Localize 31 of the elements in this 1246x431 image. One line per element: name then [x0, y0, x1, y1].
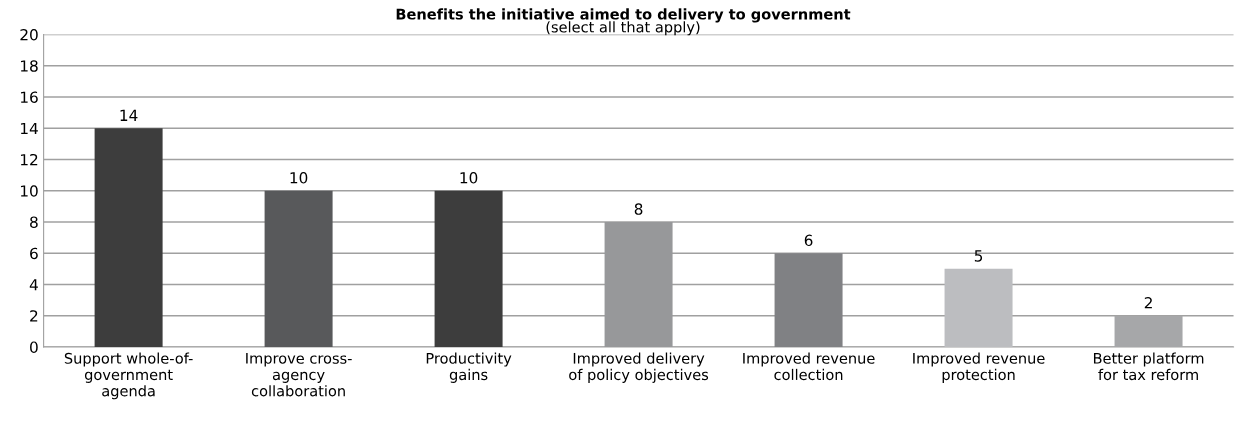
data-label: 10 [290, 172, 308, 184]
y-tick-label: 4 [29, 279, 38, 291]
x-tick-label: Improved revenue protection [913, 352, 1045, 383]
x-tick-label: Better platform for tax reform [1093, 352, 1204, 381]
bar [434, 190, 503, 347]
data-label: 2 [1144, 297, 1152, 309]
y-tick-label: 0 [30, 341, 38, 353]
bar [774, 253, 843, 347]
bar [94, 128, 163, 347]
x-tick-label: Improved revenue collection [743, 352, 875, 381]
data-label: 5 [974, 250, 983, 262]
y-tick-label: 14 [20, 122, 38, 135]
y-tick-label: 18 [20, 60, 38, 72]
x-tick-label: Productivity gains [426, 352, 512, 383]
chart-subtitle: (select all that apply) [546, 21, 700, 36]
x-tick-label: Support whole-of- government agenda [64, 352, 193, 400]
bar [944, 268, 1013, 347]
y-tick-label: 6 [30, 247, 38, 260]
data-label: 14 [120, 109, 138, 121]
x-tick-label: Improve cross- agency collaboration [246, 352, 352, 397]
y-tick-label: 20 [20, 28, 38, 41]
bar [264, 190, 333, 347]
y-tick-label: 12 [20, 153, 38, 166]
data-label: 8 [634, 203, 643, 215]
y-tick-label: 16 [20, 91, 38, 103]
data-label: 6 [804, 234, 813, 247]
y-tick-label: 8 [30, 216, 38, 228]
data-label: 10 [460, 172, 478, 184]
x-tick-label: Improved delivery of policy objectives [569, 352, 709, 383]
y-tick-label: 10 [20, 185, 38, 197]
y-tick-label: 2 [30, 310, 38, 322]
